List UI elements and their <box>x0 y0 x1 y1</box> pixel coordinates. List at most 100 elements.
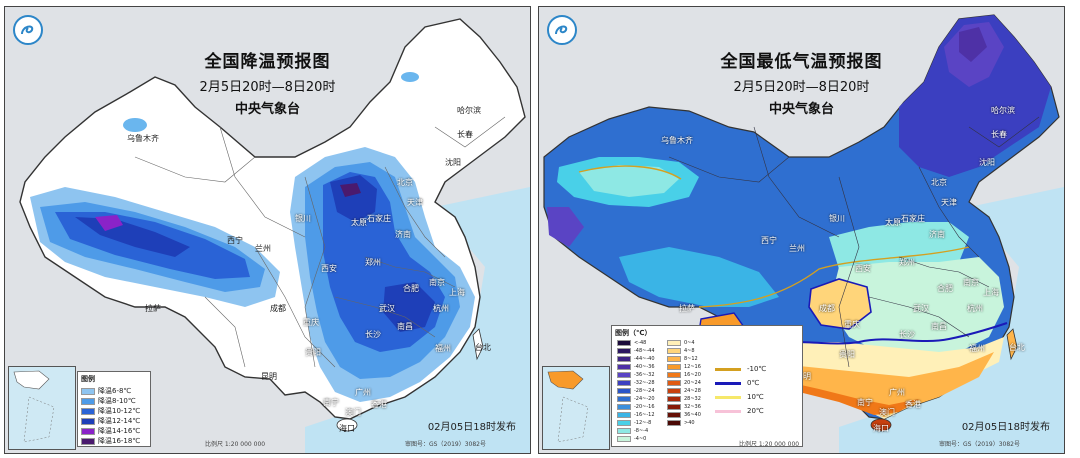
legend-item: 20℃ <box>715 404 766 418</box>
legend-item: 降温16-18℃ <box>81 436 147 446</box>
province-borders <box>134 116 506 368</box>
city-label: 南昌 <box>397 322 413 331</box>
city-label: 济南 <box>395 230 411 239</box>
city-label: 昆明 <box>261 372 277 381</box>
legend-swatch <box>667 364 681 370</box>
temp-minus4-east-area <box>829 257 1004 357</box>
temp-8-12-area <box>774 379 919 415</box>
city-label: 长沙 <box>365 330 381 339</box>
south-china-sea-inset <box>542 366 610 450</box>
legend-swatch <box>667 396 681 402</box>
legend-item: 降温14-16℃ <box>81 426 147 436</box>
city-label: 拉萨 <box>679 304 695 313</box>
cma-logo <box>13 15 43 45</box>
legend-label: 20~24 <box>684 380 701 386</box>
cooling-forecast-map-panel: 全国降温预报图 2月5日20时—8日20时 中央气象台 乌鲁木齐 哈尔滨 长春 … <box>4 6 531 454</box>
legend-swatch <box>617 404 631 410</box>
legend-swatch <box>667 420 681 426</box>
legend-item: -36~-32 <box>617 371 655 379</box>
legend-swatch <box>667 356 681 362</box>
legend-label: 28~32 <box>684 396 701 402</box>
legend-swatch <box>617 436 631 442</box>
legend-column-warm: 0~4 4~8 8~12 12~16 16~20 20~24 24~28 28~… <box>664 339 704 427</box>
isotherm-minus10-line <box>578 165 970 308</box>
city-label: 天津 <box>407 198 423 207</box>
city-label: 福州 <box>435 344 451 353</box>
province-borders <box>668 116 1040 368</box>
legend-label: -32~-28 <box>634 380 655 386</box>
legend-label: 降温8-10℃ <box>98 397 136 405</box>
legend-label: 12~16 <box>684 364 701 370</box>
lake-area <box>401 72 419 82</box>
sea-area <box>305 187 530 453</box>
city-label: 上海 <box>983 288 999 297</box>
city-label: 沈阳 <box>445 158 461 167</box>
legend-item: -28~-24 <box>617 387 655 395</box>
legend-label: 8~12 <box>684 356 698 362</box>
cooling-16-18-area <box>340 183 361 197</box>
lake-area <box>123 118 147 132</box>
legend-label: <-48 <box>634 340 647 346</box>
legend-swatch <box>81 427 95 435</box>
city-label: 兰州 <box>789 244 805 253</box>
city-label: 福州 <box>969 344 985 353</box>
city-label: 合肥 <box>937 284 953 293</box>
city-label: 乌鲁木齐 <box>127 134 159 143</box>
map-approval-number: 审图号：GS（2019）3082号 <box>939 441 1020 448</box>
city-label: 贵阳 <box>839 350 855 359</box>
city-label: 香港 <box>371 400 387 409</box>
city-label: 海口 <box>339 424 355 433</box>
legend-item: 降温8-10℃ <box>81 396 147 406</box>
city-label: 长春 <box>457 130 473 139</box>
legend-label: -40~-36 <box>634 364 655 370</box>
legend-swatch <box>617 388 631 394</box>
city-label: 太原 <box>351 218 367 227</box>
legend-label: 36~40 <box>684 412 701 418</box>
map-scale: 比例尺 1:20 000 000 <box>205 441 266 448</box>
cma-logo <box>547 15 577 45</box>
legend-item: -44~-40 <box>617 355 655 363</box>
city-label: 海口 <box>873 424 889 433</box>
city-label: 郑州 <box>899 258 915 267</box>
legend-swatch <box>667 404 681 410</box>
legend-swatch <box>667 380 681 386</box>
city-label: 澳门 <box>879 408 895 417</box>
legend-label: >40 <box>684 420 695 426</box>
legend-item: -12~-8 <box>617 419 655 427</box>
legend-label: 10℃ <box>747 393 764 401</box>
legend-label: -28~-24 <box>634 388 655 394</box>
legend-item: -10℃ <box>715 362 766 376</box>
legend-swatch <box>667 348 681 354</box>
map-scale: 比例尺 1:20 000 000 <box>739 441 800 448</box>
city-label: 台北 <box>1009 343 1025 352</box>
south-china-sea-inset <box>8 366 76 450</box>
legend-label: 降温14-16℃ <box>98 427 141 435</box>
legend-item: <-48 <box>617 339 655 347</box>
city-label: 沈阳 <box>979 158 995 167</box>
legend-item: -32~-28 <box>617 379 655 387</box>
legend-swatch <box>617 412 631 418</box>
legend-swatch <box>667 412 681 418</box>
city-label: 上海 <box>449 288 465 297</box>
legend-swatch <box>667 340 681 346</box>
map-approval-number: 审图号：GS（2019）3082号 <box>405 441 486 448</box>
city-label: 南昌 <box>931 322 947 331</box>
legend-item: 降温10-12℃ <box>81 406 147 416</box>
taiwan-island <box>472 328 484 361</box>
city-label: 香港 <box>905 400 921 409</box>
legend-label: 0℃ <box>747 379 760 387</box>
legend-label: -8~-4 <box>634 428 649 434</box>
legend-label: 20℃ <box>747 407 764 415</box>
legend-item: -40~-36 <box>617 363 655 371</box>
legend-item: 4~8 <box>667 347 701 355</box>
legend-label: -4~0 <box>634 436 647 442</box>
legend-item: 32~36 <box>667 403 701 411</box>
legend-swatch <box>81 407 95 415</box>
city-label: 兰州 <box>255 244 271 253</box>
legend-swatch <box>667 372 681 378</box>
sea-area <box>839 187 1064 453</box>
legend-label: 降温12-14℃ <box>98 417 141 425</box>
legend-item: 16~20 <box>667 371 701 379</box>
legend-swatch <box>617 364 631 370</box>
legend-item: -48~-44 <box>617 347 655 355</box>
